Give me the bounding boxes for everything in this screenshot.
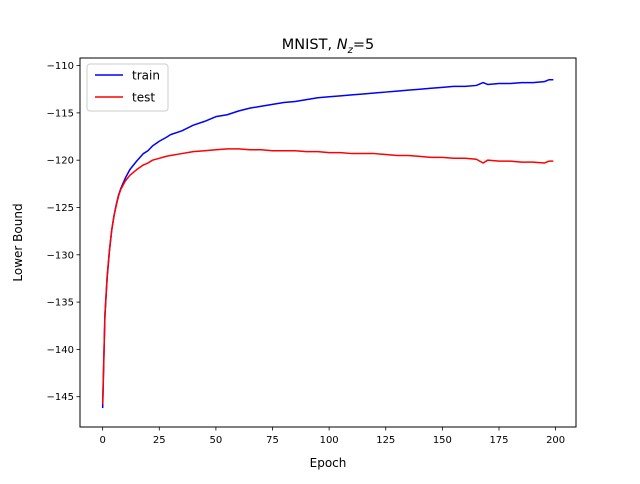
y-tick-label: −135: [47, 298, 74, 309]
x-axis: 0 25 50 75 100 125 150 175 200: [99, 427, 565, 446]
y-tick-label: −120: [47, 156, 74, 167]
x-tick-label: 0: [99, 435, 105, 446]
chart-title-rest: =5: [353, 37, 374, 53]
x-tick-label: 100: [320, 435, 339, 446]
y-tick-label: −125: [47, 203, 74, 214]
x-tick-label: 125: [376, 435, 395, 446]
y-tick-label: −130: [47, 250, 74, 261]
series-line-train: [101, 79, 554, 409]
chart-title: MNIST, Nz=5: [282, 37, 374, 56]
plot-area-frame: [79, 57, 577, 428]
y-tick-label: −140: [47, 345, 74, 356]
chart-title-variable: N: [337, 37, 348, 53]
y-axis-label: Lower Bound: [11, 203, 25, 281]
series-line-test: [101, 148, 554, 405]
legend-label-test: test: [132, 91, 155, 105]
y-tick-label: −145: [47, 392, 74, 403]
y-tick-label: −110: [47, 61, 74, 72]
x-axis-label: Epoch: [310, 456, 347, 470]
legend: train test: [86, 63, 169, 112]
y-axis: −145 −140 −135 −130 −125 −120 −115 −110: [47, 61, 80, 403]
x-tick-label: 175: [489, 435, 508, 446]
x-tick-label: 150: [433, 435, 452, 446]
x-tick-label: 50: [210, 435, 223, 446]
x-tick-label: 200: [546, 435, 565, 446]
chart-title-main: MNIST,: [282, 37, 337, 53]
chart-title-subscript: z: [347, 45, 354, 56]
legend-label-train: train: [132, 69, 160, 83]
x-tick-label: 75: [266, 435, 279, 446]
x-tick-label: 25: [153, 435, 166, 446]
series-layer: [101, 79, 554, 409]
y-tick-label: −115: [47, 108, 74, 119]
